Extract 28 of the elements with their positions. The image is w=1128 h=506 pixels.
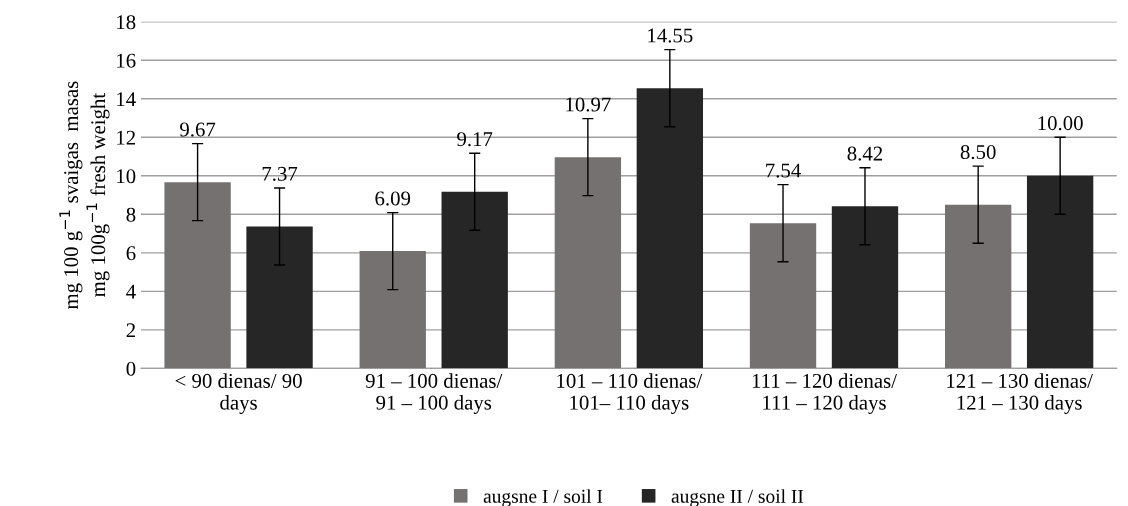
y-tick-label: 2 [126, 323, 135, 338]
data-label: 9.17 [457, 132, 493, 147]
x-tick-label: 101 – 110 dienas/ 101– 110 days [557, 373, 703, 414]
data-label: 8.50 [960, 145, 996, 160]
data-label: 10.97 [566, 97, 611, 112]
data-label: 9.67 [180, 122, 216, 137]
y-axis-title: mg 100 g$^{−1}$ svaigas masas mg 100g$^{−1}$ fresh weight [59, 81, 110, 310]
data-label: 8.42 [847, 146, 883, 161]
y-tick-label: 12 [117, 130, 135, 145]
y-tick-label: 6 [126, 246, 136, 261]
x-tick-label: < 90 dienas/ 90 days [175, 373, 302, 414]
legend-label: augsne II / soil II [671, 489, 804, 506]
legend-label: augsne I / soil I [483, 489, 603, 506]
x-tick-label: 111 – 120 dienas/ 111 – 120 days [752, 373, 897, 414]
y-tick-label: 14 [117, 92, 136, 107]
y-tick-label: 16 [117, 53, 136, 68]
x-tick-label: 91 – 100 dienas/ 91 – 100 days [365, 373, 503, 414]
data-label: 7.54 [766, 163, 801, 178]
y-tick-label: 4 [126, 284, 136, 299]
y-tick-label: 10 [117, 169, 136, 184]
data-label: 10.00 [1038, 116, 1083, 131]
data-label: 6.09 [375, 191, 411, 206]
y-tick-label: 0 [126, 361, 136, 376]
y-tick-label: 18 [117, 15, 136, 30]
data-label: 14.55 [648, 28, 693, 43]
data-label: 7.37 [262, 166, 298, 181]
x-tick-label: 121 – 130 dienas/ 121 – 130 days [947, 373, 1093, 414]
y-tick-label: 8 [126, 207, 136, 222]
